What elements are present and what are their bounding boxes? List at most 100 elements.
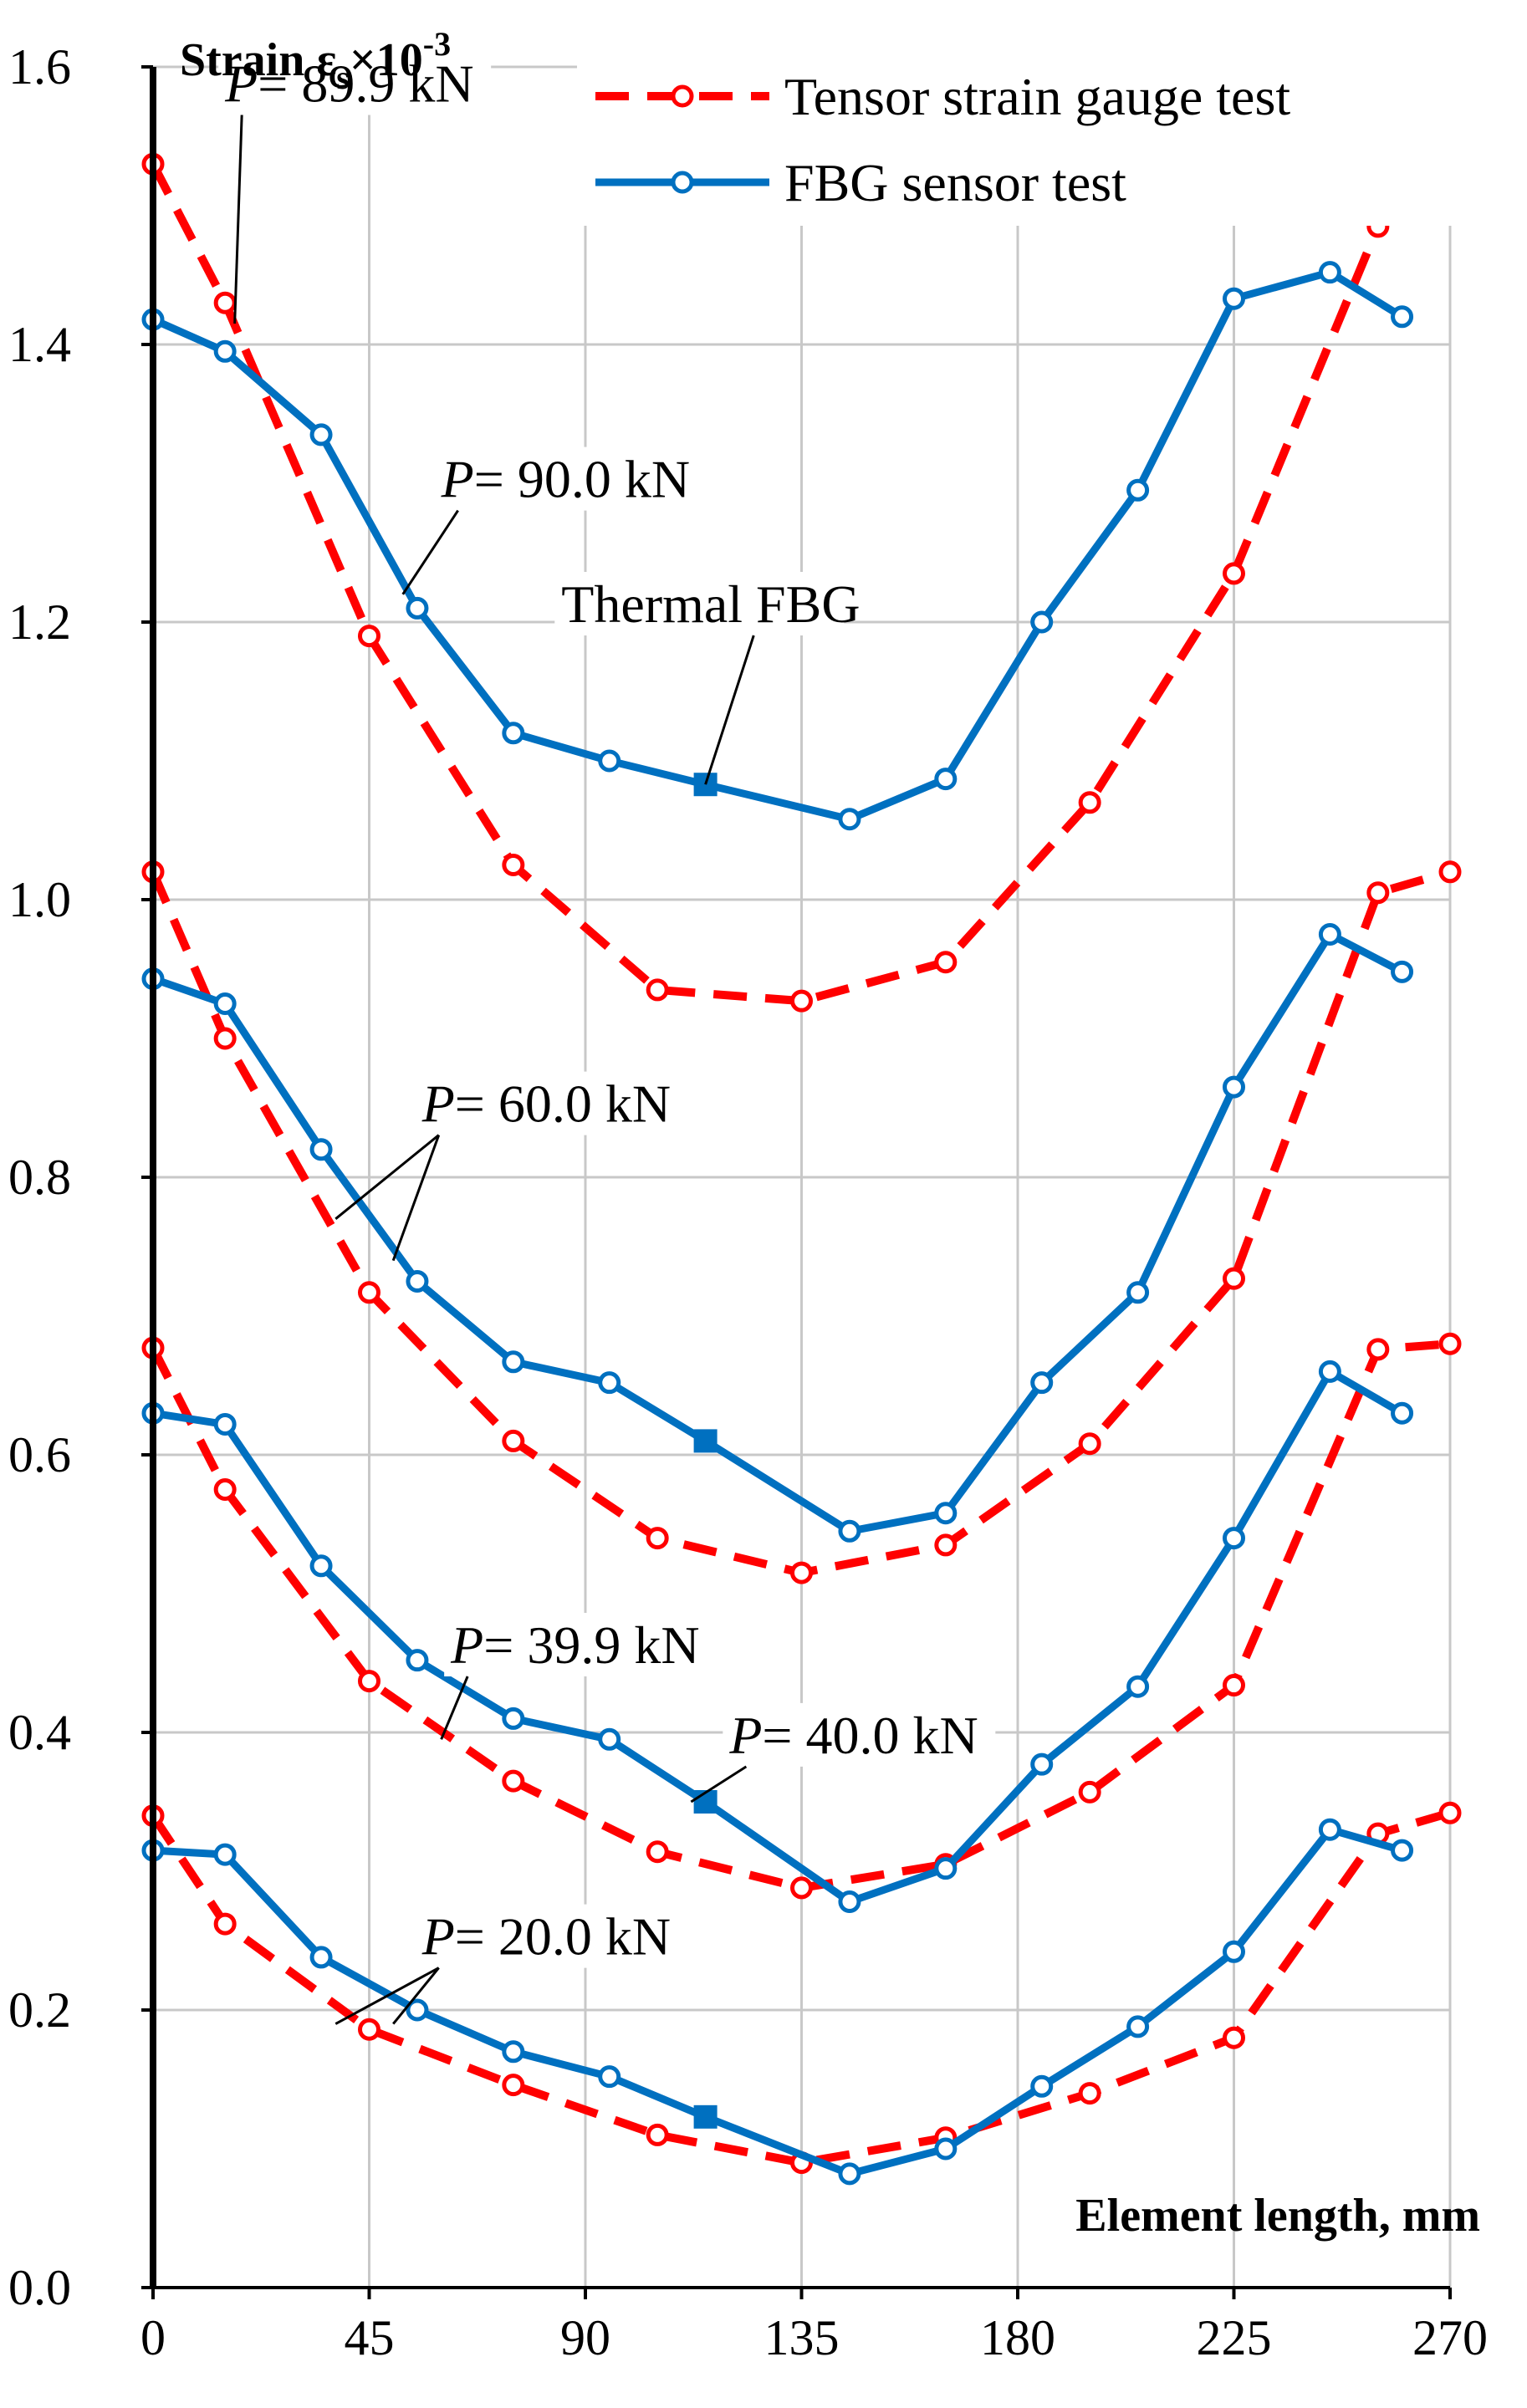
data-point: [502, 854, 525, 876]
data-point: [838, 2162, 861, 2186]
data-point: [1438, 1801, 1462, 1824]
data-point: [1126, 1675, 1150, 1698]
data-point: [358, 1281, 380, 1304]
data-point: [790, 989, 813, 1013]
annotation-p200: P= 20.0 kN: [335, 1904, 688, 2025]
annotation-leader: [335, 1967, 440, 2025]
data-point: [1391, 305, 1414, 329]
data-point: [502, 2040, 525, 2064]
annotation-p399: P= 39.9 kN: [440, 1613, 718, 1740]
series-1: [141, 261, 1414, 831]
data-point: [213, 1027, 237, 1050]
data-point: [358, 625, 380, 648]
y-tick-label: 1.4: [8, 317, 71, 372]
data-point: [1391, 960, 1414, 983]
data-point: [1223, 2026, 1245, 2049]
data-point: [213, 1843, 237, 1866]
data-point: [1391, 1401, 1414, 1425]
annotation-label: P= 39.9 kN: [450, 1615, 699, 1675]
data-point: [213, 339, 237, 363]
annotation-label: Thermal FBG: [561, 574, 860, 634]
x-tick-label: 90: [560, 2310, 610, 2365]
data-point: [1030, 1752, 1054, 1776]
tick-labels: 0.0 0.2 0.4 0.6 0.8 1.0 1.2 1.4 1.6 0 45 90 135 180 22…: [8, 39, 1488, 2365]
annotation-text: = 90.0 kN: [474, 450, 690, 509]
data-point: [1126, 478, 1150, 502]
data-point: [502, 2074, 525, 2097]
annotation-prefix: P: [441, 450, 474, 509]
y-tick-label: 1.2: [8, 594, 71, 650]
annotation-bg: [444, 1613, 718, 1676]
x-tick-label: 270: [1412, 2310, 1488, 2365]
series-line: [152, 1367, 1404, 1905]
y-tick-label: 0.6: [8, 1427, 71, 1482]
series-line: [149, 161, 1453, 1006]
data-point: [646, 2123, 669, 2146]
annotation-prefix: P: [224, 54, 258, 114]
data-point: [1223, 1527, 1245, 1550]
series-line: [151, 268, 1404, 824]
y-axis-title: Strain εs×10-3: [180, 25, 451, 96]
y-tick-label: 0.0: [8, 2260, 71, 2315]
data-point: [406, 1649, 429, 1672]
annotation-bg: [723, 1702, 996, 1767]
data-point: [598, 749, 621, 773]
annotation-prefix: P: [421, 1074, 455, 1134]
data-point: [934, 1502, 958, 1525]
data-point: [309, 1138, 333, 1161]
data-point: [934, 2137, 958, 2161]
thermal-fbg-point: [693, 1790, 718, 1814]
annotation-text: = 60.0 kN: [455, 1074, 671, 1134]
data-point: [1438, 1332, 1462, 1355]
annotation-leader: [233, 115, 243, 324]
legend-tensor-marker: [671, 84, 694, 108]
series-layer: [141, 152, 1462, 2186]
legend-tensor-label: Tensor strain gauge test: [784, 67, 1290, 126]
data-point: [1223, 287, 1245, 310]
annotation-prefix: P: [421, 1907, 455, 1967]
data-point: [934, 1857, 958, 1880]
data-point: [1126, 1281, 1150, 1304]
grid: [153, 65, 1452, 2288]
data-point: [1318, 261, 1341, 284]
data-point: [1223, 1075, 1245, 1099]
data-point: [1223, 1940, 1245, 1963]
data-point: [838, 808, 861, 831]
x-tick-label: 225: [1197, 2310, 1272, 2365]
legend: Tensor strain gauge test FBG sensor test: [577, 33, 1463, 226]
data-point: [406, 1998, 429, 2022]
annotation-label: P= 89.9 kN: [224, 54, 473, 114]
data-point: [1318, 1818, 1341, 1841]
annotation-label: P= 90.0 kN: [441, 450, 690, 509]
annotation-text: = 39.9 kN: [483, 1615, 699, 1675]
data-point: [790, 1561, 813, 1584]
data-point: [598, 1727, 621, 1751]
y-tick-label: 1.0: [8, 872, 71, 927]
data-point: [406, 1270, 429, 1293]
data-point: [1030, 2074, 1054, 2098]
data-point: [502, 1769, 525, 1793]
data-point: [1078, 1432, 1101, 1456]
data-point: [309, 423, 333, 446]
data-point: [838, 1890, 861, 1914]
legend-background: [577, 33, 1463, 226]
annotation-leader: [392, 1967, 440, 2025]
annotation-prefix: P: [728, 1706, 762, 1765]
y-tick-label: 0.2: [8, 1982, 71, 2038]
x-tick-label: 0: [140, 2310, 166, 2365]
data-point: [1223, 1674, 1245, 1697]
series-7: [141, 1818, 1414, 2186]
annotation-text: = 89.9 kN: [258, 54, 473, 114]
annotation-prefix: P: [450, 1615, 483, 1675]
x-tick-label: 135: [764, 2310, 840, 2365]
thermal-fbg-point: [693, 1429, 718, 1453]
data-point: [502, 1350, 525, 1374]
data-point: [598, 2065, 621, 2089]
series-2: [141, 860, 1462, 1584]
data-point: [1366, 881, 1390, 905]
data-point: [934, 951, 958, 974]
annotation-bg: [415, 1071, 688, 1135]
data-point: [406, 596, 429, 620]
